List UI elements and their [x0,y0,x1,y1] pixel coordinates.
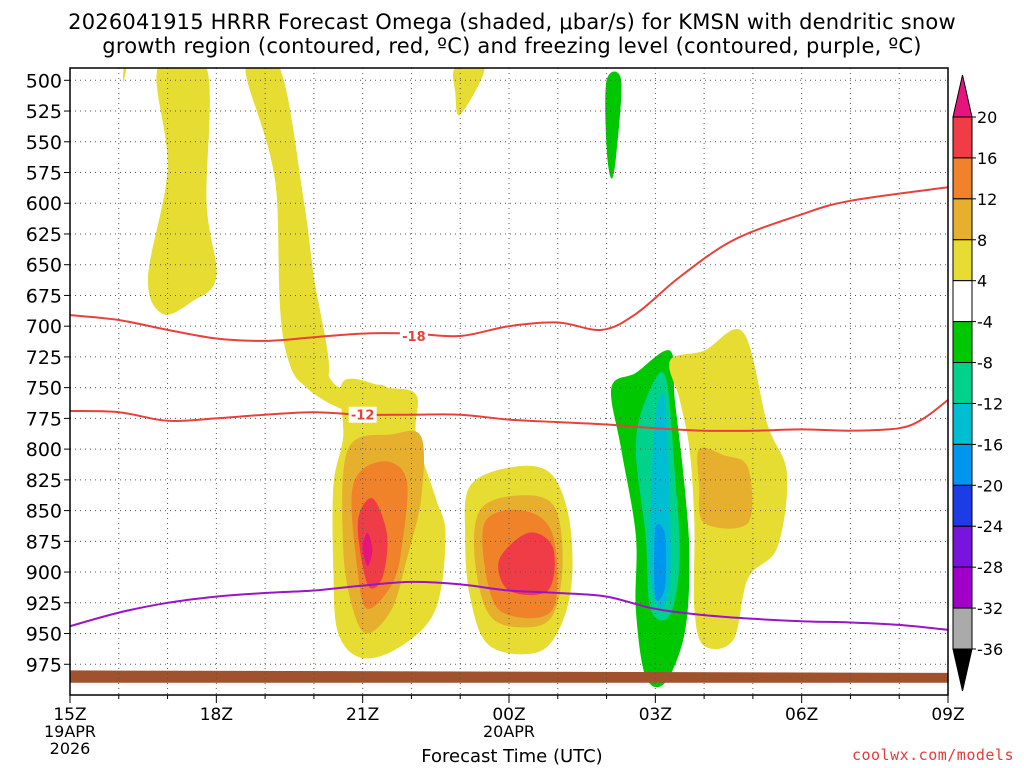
contour-label--18: -18 [402,330,426,345]
x-tick-label-00Z: 00Z [492,705,525,725]
omega-region-4 [452,68,485,116]
colorbar-label--16: -16 [977,435,1003,454]
y-tick-label-850: 850 [26,501,62,523]
y-tick-label-600: 600 [26,193,62,215]
colorbar-label-16: 16 [977,149,997,168]
colorbar-label-12: 12 [977,190,997,209]
chart-title-line2: growth region (contoured, red, ºC) and f… [102,34,922,58]
colorbar-band--24--20 [952,484,973,527]
y-tick-label-525: 525 [26,101,62,123]
contour-lines: -18 -12 [70,186,948,631]
omega-region-14 [605,71,622,179]
x-tick-date-19APR: 19APR [44,722,96,741]
omega-region-1 [147,68,217,315]
y-tick-label-975: 975 [26,654,62,676]
x-tick-label-03Z: 03Z [639,705,672,725]
colorbar-band--32--28 [952,566,973,609]
y-tick-label-675: 675 [26,285,62,307]
contour--18 [70,186,948,342]
omega-region-8 [357,498,388,589]
y-tick-label-725: 725 [26,347,62,369]
x-tick-label-06Z: 06Z [785,705,818,725]
omega-region-18 [654,523,667,601]
colorbar-band-16-20 [952,116,973,159]
y-tick-label-750: 750 [26,378,62,400]
y-tick-label-625: 625 [26,224,62,246]
x-tick-label-21Z: 21Z [346,705,379,725]
colorbar-label--20: -20 [977,476,1003,495]
contour-0 [70,580,948,631]
contour-label--12: -12 [351,409,375,424]
omega-region-20 [697,447,753,529]
x-tick-year-2026: 2026 [50,739,91,758]
y-tick-label-650: 650 [26,255,62,277]
contour--12 [70,399,948,432]
colorbar-label-4: 4 [977,272,987,291]
contour-label-bg--18 [399,328,428,345]
colorbar-band--16--12 [952,402,973,445]
y-tick-label-575: 575 [26,163,62,185]
colorbar-band-8-12 [952,198,973,241]
colorbar-band-4-8 [952,239,973,282]
y-tick-label-950: 950 [26,624,62,646]
x-tick-label-18Z: 18Z [200,705,233,725]
y-tick-label-700: 700 [26,316,62,338]
chart-title-line1: 2026041915 HRRR Forecast Omega (shaded, … [68,10,956,34]
omega-region-0 [123,68,127,82]
y-tick-label-900: 900 [26,562,62,584]
x-tick-date-20APR: 20APR [483,722,535,741]
y-tick-label-875: 875 [26,531,62,553]
colorbar-label--8: -8 [977,354,993,373]
colorbar-band--4-4 [952,280,973,323]
y-tick-label-500: 500 [26,70,62,92]
omega-shaded-regions [70,68,948,688]
colorbar-band--12--8 [952,362,973,404]
x-tick-label-15Z: 15Z [53,705,86,725]
colorbar-bottom-arrow [952,648,973,692]
ground-band [70,670,948,683]
x-axis-label: Forecast Time (UTC) [421,746,603,767]
chart-axes: 500 525 550 575 600 625 650 675 700 725 750 775 800 8… [26,67,965,758]
colorbar-top-arrow [952,74,973,118]
colorbar-label--4: -4 [977,313,993,332]
contour-label-bg--12 [348,406,377,423]
y-tick-label-925: 925 [26,593,62,615]
colorbar-label-8: 8 [977,231,987,250]
colorbar-band-12-16 [952,157,973,200]
y-tick-label-825: 825 [26,470,62,492]
colorbar-label--32: -32 [977,599,1003,618]
colorbar-band--20--16 [952,443,973,486]
credit-text: coolwx.com/models [851,746,1014,764]
colorbar-band--36--32 [952,607,973,650]
omega-region-3 [245,68,330,387]
colorbar-band--28--24 [952,525,973,568]
colorbar-label--28: -28 [977,558,1003,577]
colorbar-label--12: -12 [977,394,1003,413]
omega-region-13 [498,532,555,596]
colorbar: 20 16 12 8 4 -4 -8 -12 -16 -20 -24 -28 -32 -36 [952,74,1003,692]
y-tick-label-800: 800 [26,439,62,461]
colorbar-band--8--4 [952,321,973,364]
colorbar-label--24: -24 [977,517,1003,536]
x-tick-label-09Z: 09Z [931,705,964,725]
y-tick-label-550: 550 [26,132,62,154]
y-tick-label-775: 775 [26,408,62,430]
colorbar-label--36: -36 [977,640,1003,659]
colorbar-label-20: 20 [977,108,997,127]
